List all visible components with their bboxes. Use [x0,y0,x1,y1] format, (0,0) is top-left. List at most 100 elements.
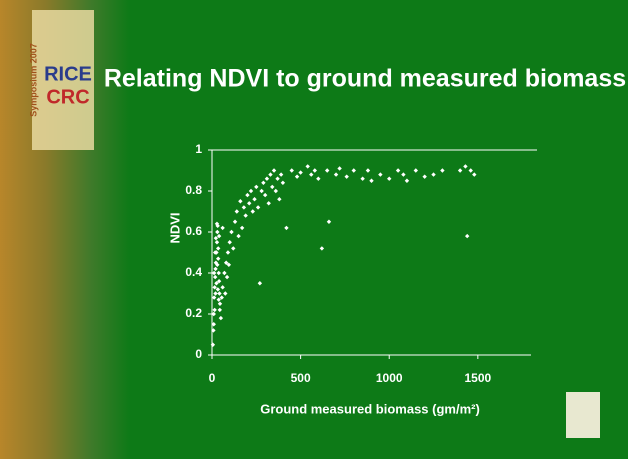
point [231,246,236,251]
point [216,246,221,251]
y-axis-label: NDVI [167,212,182,243]
point [316,176,321,181]
point [212,285,217,290]
point [222,270,227,276]
point [294,174,300,179]
point [217,307,222,313]
point [254,184,259,190]
point [257,281,263,286]
x-tick-label: 0 [209,371,216,385]
point [241,205,247,210]
point [229,229,234,235]
point [431,172,436,177]
point [463,164,468,169]
point [236,233,241,239]
point [220,285,225,290]
point [344,174,349,179]
point [360,176,365,181]
point [312,168,317,173]
point [284,225,289,231]
point [401,172,406,177]
point [324,168,330,173]
point [280,180,286,185]
point [468,168,473,173]
point [215,229,220,235]
point [255,205,261,210]
point [309,172,314,177]
point [224,274,230,280]
point [223,260,229,265]
point [213,266,218,272]
point [238,199,243,204]
point [220,225,225,231]
point [369,178,374,183]
point [270,184,275,190]
point [275,176,280,181]
point [472,172,477,177]
point [213,291,218,296]
point [214,281,219,286]
point [227,240,232,245]
point [226,262,232,267]
point [234,209,240,214]
point [378,172,383,177]
point [278,172,284,177]
point [212,274,218,280]
point [262,192,268,198]
point [277,197,282,202]
point [266,201,271,206]
point [245,192,250,198]
point [289,168,294,173]
point [457,168,463,173]
point [273,188,278,194]
point [216,256,221,261]
logo-event: Symposium 2007 [28,43,38,117]
y-tick-label: 0 [195,347,202,361]
logo-line2: CRC [46,86,89,108]
point [404,178,410,183]
x-axis-label: Ground measured biomass (gm/m²) [260,401,480,416]
point [387,176,392,181]
point [298,170,303,175]
point [216,279,222,284]
point [225,250,231,255]
point [326,219,332,224]
point [215,262,220,267]
x-tick-label: 1500 [464,371,491,385]
point [215,223,220,229]
point [217,291,222,296]
point [422,174,427,179]
point [218,315,224,321]
point [211,322,216,327]
point [319,246,325,251]
x-tick-label: 1000 [376,371,403,385]
point [248,188,254,194]
point [211,328,216,333]
point [232,219,238,224]
point [211,295,217,300]
point [247,201,252,206]
logo-box [32,10,94,150]
point [250,209,255,214]
point [337,166,342,171]
bottom-logo [566,392,600,438]
point [413,168,419,173]
y-tick-label: 0.2 [185,306,202,320]
point [216,233,222,239]
point [210,342,216,347]
point [259,188,264,194]
point [214,240,220,245]
point [214,221,220,226]
point [211,270,217,276]
point [261,180,266,185]
y-tick-label: 0.4 [185,265,202,279]
point [465,233,470,239]
logo-line1: RICE [44,63,92,85]
point [305,164,310,169]
point [440,168,445,173]
point [239,225,245,231]
x-tick-label: 500 [291,371,311,385]
point [223,291,228,296]
point [219,295,224,300]
